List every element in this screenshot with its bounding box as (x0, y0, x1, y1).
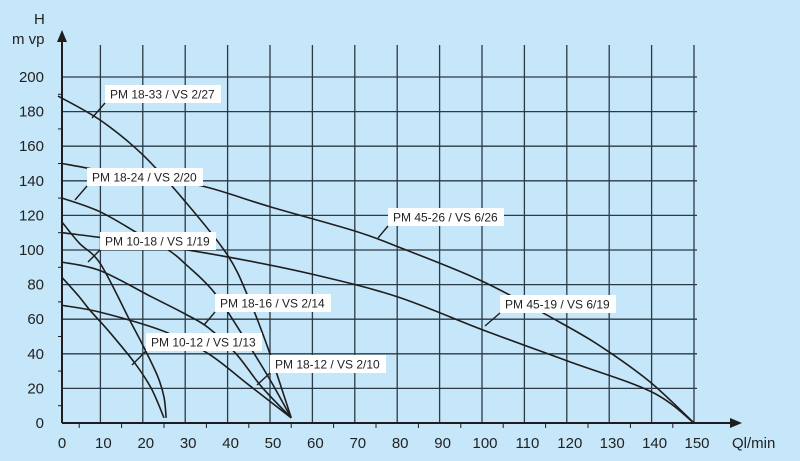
label-text: PM 18-24 / VS 2/20 (92, 171, 197, 185)
x-tick-label: 100 (472, 435, 497, 452)
label-leader-line (91, 102, 106, 119)
y-tick-label: 0 (36, 415, 44, 432)
label-text: PM 45-19 / VS 6/19 (505, 298, 610, 312)
x-axis-arrow-icon (730, 418, 742, 428)
x-tick-label: 0 (58, 435, 66, 452)
curve-label: PM 18-16 / VS 2/14 (203, 294, 331, 326)
curve-pm-10-12-vs-1-13 (61, 277, 165, 419)
label-leader-line (256, 372, 271, 386)
curve-label: PM 45-19 / VS 6/19 (484, 295, 616, 327)
curve-pm-45-26-vs-6-26 (62, 162, 695, 424)
curve-label: PM 10-12 / VS 1/13 (131, 333, 262, 366)
curve-pm-18-16-vs-2-14 (62, 261, 292, 419)
y-tick-label: 100 (19, 242, 44, 259)
label-text: PM 10-12 / VS 1/13 (151, 336, 256, 350)
label-leader-line (484, 312, 501, 327)
y-axis-arrow-icon (57, 30, 67, 42)
label-text: PM 18-16 / VS 2/14 (220, 297, 325, 311)
label-box (146, 333, 262, 351)
x-tick-label: 30 (180, 435, 197, 452)
y-tick-label: 160 (19, 138, 44, 155)
curves (57, 95, 695, 424)
x-tick-label: 110 (515, 435, 539, 452)
label-text: PM 45-26 / VS 6/26 (393, 211, 498, 225)
label-box (500, 295, 616, 313)
x-tick-label: 140 (642, 435, 667, 452)
label-text: PM 10-18 / VS 1/19 (105, 235, 210, 249)
axes: 0 10 20 30 40 50 60 70 80 90 100 110 120 130 140 150 0 20… (19, 30, 742, 452)
label-text: PM 18-33 / VS 2/27 (110, 88, 215, 102)
curve-pm-10-18-vs-1-19 (61, 221, 167, 418)
curve-pm-18-33-vs-2-27 (57, 95, 292, 419)
curve-pm-45-19-vs-6-19 (62, 231, 695, 424)
y-tick-label: 200 (19, 69, 44, 86)
y-tick-label: 60 (27, 311, 44, 328)
curve-label: PM 10-18 / VS 1/19 (87, 232, 216, 263)
curve-label: PM 45-26 / VS 6/26 (377, 208, 504, 239)
y-tick-label: 120 (19, 207, 44, 224)
x-tick-label: 80 (392, 435, 409, 452)
y-tick-label: 20 (27, 380, 44, 397)
label-leader-line (203, 311, 216, 326)
label-leader-line (87, 249, 101, 263)
y-tick-label: 40 (27, 346, 44, 363)
label-box (270, 355, 386, 373)
label-text: PM 18-12 / VS 2/10 (275, 358, 380, 372)
x-tick-label: 60 (307, 435, 324, 452)
x-tick-label: 90 (434, 435, 451, 452)
x-tick-label: 10 (95, 435, 112, 452)
x-tick-label: 150 (684, 435, 709, 452)
label-box (215, 294, 331, 312)
x-tick-label: 70 (349, 435, 366, 452)
y-axis-title: H (34, 11, 45, 28)
label-leader-line (131, 350, 147, 366)
label-leader-line (74, 185, 88, 201)
x-tick-label: 20 (137, 435, 154, 452)
label-box (388, 208, 504, 226)
label-box (100, 232, 216, 250)
curve-pm-18-12-vs-2-10 (62, 304, 292, 419)
x-axis-title: Ql/min (732, 435, 775, 452)
x-tick-label: 120 (557, 435, 582, 452)
grid (62, 45, 697, 423)
label-leader-line (377, 225, 389, 239)
curve-label: PM 18-12 / VS 2/10 (256, 355, 386, 386)
y-axis-unit: m vp (12, 31, 45, 48)
curve-label: PM 18-33 / VS 2/27 (91, 85, 221, 119)
x-tick-label: 50 (265, 435, 282, 452)
x-tick-label: 40 (222, 435, 239, 452)
y-tick-label: 80 (27, 277, 44, 294)
label-box (87, 168, 203, 186)
y-tick-label: 180 (19, 104, 44, 121)
curve-labels: PM 18-33 / VS 2/27 PM 18-24 / VS 2/20 PM 4… (74, 85, 616, 386)
curve-pm-18-24-vs-2-20 (61, 197, 292, 419)
label-box (105, 85, 221, 103)
y-tick-label: 140 (19, 173, 44, 190)
x-tick-label: 130 (600, 435, 625, 452)
curve-label: PM 18-24 / VS 2/20 (74, 168, 203, 201)
